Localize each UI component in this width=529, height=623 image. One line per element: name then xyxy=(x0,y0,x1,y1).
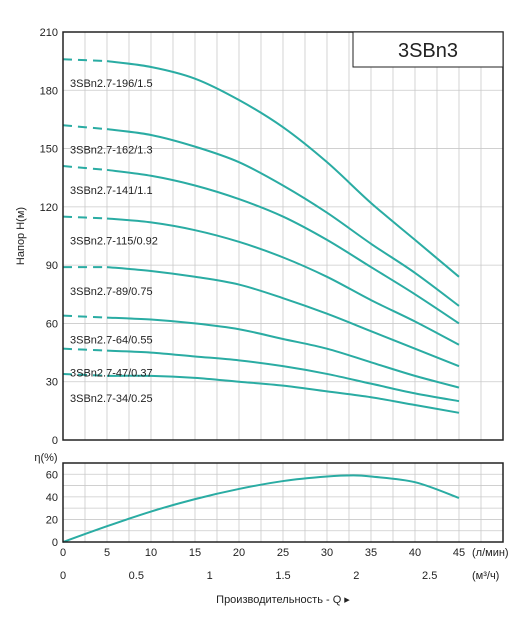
series-label: 3SBn2.7-115/0.92 xyxy=(70,236,158,248)
efficiency-chart-y-ticks: 0 20 40 60 xyxy=(46,469,58,549)
head-curve xyxy=(106,217,460,346)
head-y-tick-label: 30 xyxy=(46,377,58,389)
series-label: 3SBn2.7-64/0.55 xyxy=(70,335,153,347)
head-curve-dashed-segment xyxy=(62,215,108,220)
flow-m3h-tick-label: 0.5 xyxy=(129,570,144,582)
head-curve xyxy=(106,374,460,414)
flow-lpm-tick-label: 15 xyxy=(189,547,201,559)
flow-lpm-tick-label: 0 xyxy=(60,547,66,559)
flow-lpm-tick-label: 10 xyxy=(145,547,157,559)
efficiency-y-tick-label: 60 xyxy=(46,469,58,481)
head-y-tick-label: 120 xyxy=(40,202,58,214)
head-curve xyxy=(106,168,460,325)
head-curve xyxy=(106,349,460,403)
head-curve xyxy=(106,266,460,368)
head-y-tick-label: 60 xyxy=(46,318,58,330)
series-label: 3SBn2.7-141/1.1 xyxy=(70,185,153,197)
series-label: 3SBn2.7-162/1.3 xyxy=(70,144,153,156)
series-label: 3SBn2.7-34/0.25 xyxy=(70,393,153,405)
efficiency-chart-curve xyxy=(62,474,460,543)
head-curve-dashed-segment xyxy=(62,314,108,319)
flow-lpm-unit: (л/мин) xyxy=(472,547,509,559)
flow-m3h-tick-label: 2.5 xyxy=(422,570,437,582)
efficiency-curve xyxy=(62,474,460,543)
head-y-tick-label: 150 xyxy=(40,144,58,156)
head-curve-dashed-segment xyxy=(62,372,108,377)
efficiency-y-tick-label: 20 xyxy=(46,514,58,526)
head-y-tick-label: 210 xyxy=(40,27,58,39)
flow-m3h-ticks: 0 0.5 1 1.5 2 2.5 xyxy=(60,570,437,582)
series-label: 3SBn2.7-47/0.37 xyxy=(70,368,153,380)
head-chart-frame xyxy=(62,31,504,441)
flow-lpm-tick-label: 45 xyxy=(453,547,465,559)
flow-lpm-tick-label: 25 xyxy=(277,547,289,559)
series-label: 3SBn2.7-196/1.5 xyxy=(70,78,153,90)
flow-m3h-tick-label: 1.5 xyxy=(275,570,290,582)
head-chart-series-labels: 3SBn2.7-196/1.5 3SBn2.7-162/1.3 3SBn2.7-14… xyxy=(70,78,158,405)
head-y-tick-label: 0 xyxy=(52,435,58,447)
flow-lpm-tick-label: 35 xyxy=(365,547,377,559)
series-label: 3SBn2.7-89/0.75 xyxy=(70,286,153,298)
flow-lpm-tick-label: 5 xyxy=(104,547,110,559)
head-curve-dashed-segment xyxy=(62,347,108,352)
flow-lpm-tick-label: 20 xyxy=(233,547,245,559)
efficiency-axis-label: η(%) xyxy=(34,452,57,464)
chart-title: 3SBn3 xyxy=(398,40,458,62)
efficiency-y-tick-label: 40 xyxy=(46,492,58,504)
head-curve xyxy=(106,128,460,307)
flow-m3h-tick-label: 2 xyxy=(353,570,359,582)
head-chart-y-ticks: 0 30 60 90 120 150 180 210 xyxy=(40,27,58,447)
head-curve-dashed-segment xyxy=(62,165,108,171)
head-curve xyxy=(106,60,460,278)
head-y-tick-label: 180 xyxy=(40,85,58,97)
flow-m3h-tick-label: 1 xyxy=(207,570,213,582)
head-chart-grid xyxy=(63,32,503,440)
chart-title-box xyxy=(352,31,504,68)
head-curve xyxy=(106,316,460,389)
flow-m3h-unit: (м³/ч) xyxy=(472,570,499,582)
flow-lpm-tick-label: 40 xyxy=(409,547,421,559)
head-curve-dashed-segment xyxy=(62,124,108,131)
head-curve-dashed-segment xyxy=(62,58,108,63)
efficiency-chart-frame xyxy=(62,462,504,543)
efficiency-y-tick-label: 0 xyxy=(52,537,58,549)
x-axis-title: Производительность - Q ▸ xyxy=(216,594,350,606)
head-chart-curves xyxy=(62,58,460,414)
efficiency-chart-grid xyxy=(63,463,503,542)
head-axis-label: Напор H(м) xyxy=(15,207,27,265)
flow-lpm-ticks: 0 5 10 15 20 25 30 35 40 45 xyxy=(60,547,465,559)
flow-lpm-tick-label: 30 xyxy=(321,547,333,559)
head-y-tick-label: 90 xyxy=(46,260,58,272)
flow-m3h-tick-label: 0 xyxy=(60,570,66,582)
